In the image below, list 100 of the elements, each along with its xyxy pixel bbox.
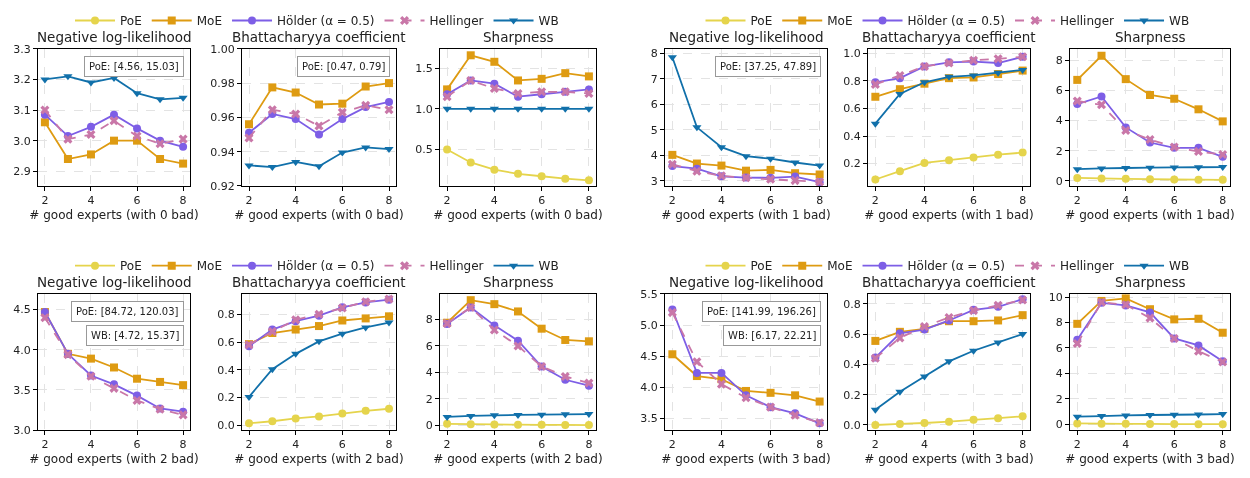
y-tick-label: 0.8: [843, 297, 861, 311]
y-tick-label: 3: [650, 174, 658, 188]
y-tick-label: 0.92: [210, 179, 235, 193]
legend-label: Hölder (α = 0.5): [277, 259, 375, 274]
y-tick-label: 6: [650, 98, 658, 112]
y-tick-label: 3.1: [13, 103, 31, 117]
x-tick-label: 6: [133, 438, 141, 452]
x-tick-label: 2: [1073, 194, 1081, 208]
y-tick-label: 2.9: [13, 165, 31, 179]
y-tick-label: 6: [425, 339, 433, 353]
y-tick-label: 0.0: [217, 419, 235, 433]
x-tick-label: 4: [292, 438, 300, 452]
y-tick-label: 0.98: [210, 76, 235, 90]
y-tick-label: 5.5: [640, 287, 658, 301]
x-axis-title: # good experts (with 1 bad): [1065, 208, 1235, 223]
chart-title: Bhattacharyya coefficient: [862, 29, 1036, 45]
y-tick-label: 0.2: [217, 391, 235, 405]
x-tick-label: 2: [41, 438, 49, 452]
y-tick-label: 4: [425, 366, 433, 380]
y-tick-label: 3.0: [13, 134, 31, 148]
y-tick-label: 2: [1055, 144, 1063, 158]
x-axis-title: # good experts (with 0 bad): [29, 208, 199, 223]
chart-title: Bhattacharyya coefficient: [232, 274, 406, 290]
x-tick-label: 2: [668, 438, 676, 452]
y-tick-label: 1.5: [415, 62, 433, 76]
x-tick-label: 2: [871, 438, 879, 452]
y-tick-label: 1.0: [843, 47, 861, 61]
legend-label: WB: [1169, 14, 1190, 29]
y-tick-label: 0: [425, 419, 433, 433]
x-tick-label: 2: [443, 438, 451, 452]
x-tick-label: 4: [920, 194, 928, 208]
chart-title: Negative log-likelihood: [669, 29, 824, 45]
y-tick-label: 8: [425, 313, 433, 327]
x-tick-label: 6: [338, 194, 346, 208]
legend-label: PoE: [750, 14, 773, 29]
y-tick-label: 4.0: [640, 381, 658, 395]
y-tick-label: 0: [1055, 418, 1063, 432]
y-tick-label: 0.96: [210, 111, 235, 125]
y-tick-label: 0.8: [843, 74, 861, 88]
y-tick-label: 8: [650, 47, 658, 61]
x-tick-label: 8: [179, 438, 187, 452]
x-tick-label: 8: [816, 194, 824, 208]
chart-title: Bhattacharyya coefficient: [862, 274, 1036, 290]
x-tick-label: 8: [1219, 194, 1227, 208]
chart-title: Sharpness: [483, 274, 554, 290]
y-tick-label: 1.0: [415, 102, 433, 116]
y-tick-label: 3.5: [640, 412, 658, 426]
y-tick-label: 8: [1055, 54, 1063, 68]
x-tick-label: 8: [385, 194, 393, 208]
y-tick-label: 4.5: [640, 349, 658, 363]
y-tick-label: 2: [1055, 392, 1063, 406]
annotation: WB: [6.17, 22.21]: [728, 330, 817, 341]
x-tick-label: 2: [245, 194, 253, 208]
annotation: PoE: [4.56, 15.03]: [89, 61, 179, 72]
y-tick-label: 5: [650, 123, 658, 137]
y-tick-label: 3.2: [13, 73, 31, 87]
x-tick-label: 2: [245, 438, 253, 452]
legend-label: Hellinger: [429, 259, 484, 274]
y-tick-label: 0.2: [843, 157, 861, 171]
y-tick-label: 4: [1055, 114, 1063, 128]
y-tick-label: 6: [1055, 341, 1063, 355]
x-tick-label: 8: [816, 438, 824, 452]
y-tick-label: 4.0: [13, 343, 31, 357]
y-tick-label: 3.3: [13, 42, 31, 56]
x-axis-title: # good experts (with 0 bad): [234, 208, 404, 223]
x-tick-label: 2: [871, 194, 879, 208]
x-tick-label: 4: [920, 438, 928, 452]
y-tick-label: 0.2: [843, 388, 861, 402]
x-tick-label: 8: [179, 194, 187, 208]
x-tick-label: 4: [292, 194, 300, 208]
y-tick-label: 4: [1055, 367, 1063, 381]
legend-label: MoE: [827, 14, 853, 29]
y-tick-label: 10: [1048, 290, 1063, 304]
chart-title: Sharpness: [1115, 29, 1186, 45]
legend-label: Hölder (α = 0.5): [907, 14, 1006, 29]
chart-title: Bhattacharyya coefficient: [232, 29, 406, 45]
x-tick-label: 4: [1122, 194, 1130, 208]
y-tick-label: 1.00: [210, 42, 235, 56]
chart-title: Negative log-likelihood: [37, 29, 192, 45]
legend-label: Hellinger: [1060, 14, 1115, 29]
x-tick-label: 6: [767, 194, 775, 208]
y-tick-label: 0.6: [843, 327, 861, 341]
x-tick-label: 6: [538, 438, 546, 452]
y-tick-label: 5.0: [640, 318, 658, 332]
x-tick-label: 2: [668, 194, 676, 208]
x-tick-label: 8: [1019, 194, 1027, 208]
chart-title: Negative log-likelihood: [37, 274, 192, 290]
chart-title: Negative log-likelihood: [669, 274, 824, 290]
legend-label: Hölder (α = 0.5): [907, 259, 1006, 274]
x-tick-label: 4: [490, 194, 498, 208]
x-tick-label: 8: [585, 438, 593, 452]
x-axis-title: # good experts (with 3 bad): [1065, 452, 1235, 467]
chart-title: Sharpness: [483, 29, 554, 45]
y-tick-label: 0.5: [415, 143, 433, 157]
x-tick-label: 8: [1219, 438, 1227, 452]
x-tick-label: 4: [490, 438, 498, 452]
y-tick-label: 4.5: [13, 303, 31, 317]
x-tick-label: 2: [443, 194, 451, 208]
y-tick-label: 0.4: [217, 363, 235, 377]
y-tick-label: 2: [425, 392, 433, 406]
